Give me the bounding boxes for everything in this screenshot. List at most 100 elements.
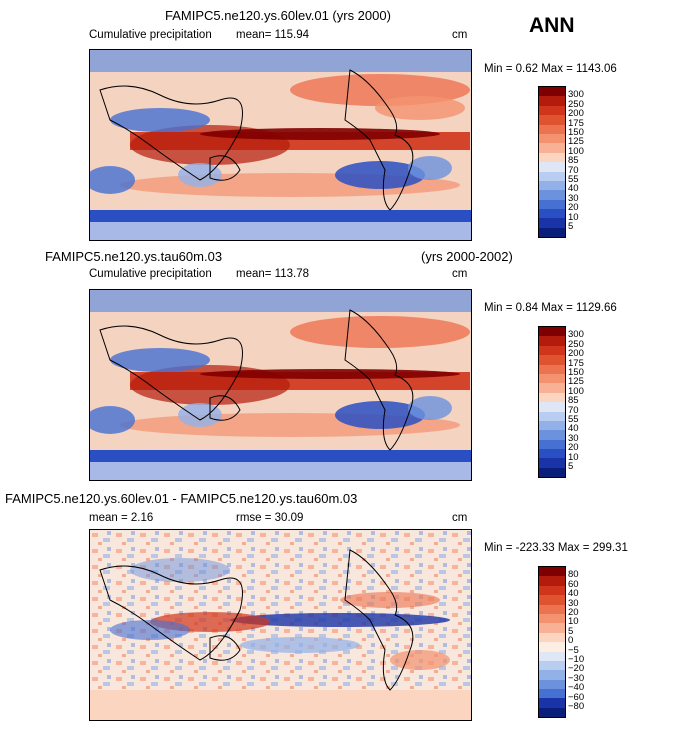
- colorbar-swatch: [539, 623, 565, 633]
- colorbar-swatch: [539, 449, 565, 459]
- colorbar-swatch: [539, 327, 565, 337]
- colorbar-tick-label: 150: [568, 127, 584, 138]
- colorbar-tick-label: 40: [568, 183, 579, 195]
- colorbar-tick-label: 10: [568, 616, 579, 628]
- colorbar-swatch: [539, 402, 565, 412]
- colorbar-swatch: [539, 698, 565, 708]
- panel1-map-svg: [90, 50, 471, 240]
- colorbar-swatch: [539, 373, 565, 384]
- colorbar-swatch: [539, 576, 565, 586]
- colorbar-swatch: [539, 439, 565, 450]
- colorbar-tick-label: −40: [568, 682, 585, 694]
- colorbar-swatch: [539, 567, 565, 577]
- colorbar-swatch: [539, 96, 565, 106]
- panel3-colorbar: [538, 566, 566, 719]
- colorbar-tick-label: 55: [568, 414, 579, 425]
- colorbar-swatch: [539, 689, 565, 699]
- colorbar-tick-label: 30: [568, 192, 579, 204]
- panel1-units: cm: [452, 29, 468, 41]
- colorbar-tick-label: 20: [568, 202, 579, 214]
- colorbar-tick-label: 175: [568, 357, 584, 369]
- colorbar-tick-label: 250: [568, 338, 584, 350]
- panel2-title: FAMIPC5.ne120.ys.tau60m.03: [45, 249, 223, 264]
- colorbar-swatch: [539, 430, 565, 440]
- panel3-mean: mean = 2.16: [89, 512, 154, 524]
- panel3-rmse: rmse = 30.09: [236, 512, 304, 524]
- colorbar-swatch: [539, 180, 565, 191]
- colorbar-swatch: [539, 345, 565, 356]
- colorbar-tick-label: 70: [568, 404, 579, 416]
- colorbar-swatch: [539, 642, 565, 652]
- colorbar-tick-label: 10: [568, 451, 579, 463]
- colorbar-swatch: [539, 707, 565, 718]
- colorbar-tick-label: −5: [568, 644, 579, 656]
- colorbar-tick-label: 300: [568, 329, 584, 341]
- colorbar-tick-label: −80: [568, 701, 585, 712]
- season-label: ANN: [529, 14, 575, 37]
- colorbar-swatch: [539, 355, 565, 365]
- colorbar-swatch: [539, 632, 565, 643]
- panel2-colorbar: [538, 326, 566, 479]
- colorbar-swatch: [539, 115, 565, 125]
- panel2-units: cm: [452, 268, 468, 280]
- colorbar-tick-label: 300: [568, 89, 584, 101]
- colorbar-tick-label: 20: [568, 607, 579, 618]
- colorbar-swatch: [539, 364, 565, 374]
- colorbar-swatch: [539, 613, 565, 624]
- colorbar-tick-label: 85: [568, 395, 579, 407]
- colorbar-swatch: [539, 595, 565, 605]
- colorbar-swatch: [539, 87, 565, 97]
- colorbar-swatch: [539, 383, 565, 393]
- panel2-mean: mean= 113.78: [236, 268, 309, 280]
- colorbar-tick-label: 10: [568, 211, 579, 223]
- panel1-subtitle: Cumulative precipitation: [89, 29, 212, 41]
- colorbar-swatch: [539, 660, 565, 671]
- panel3-units: cm: [452, 512, 468, 524]
- colorbar-swatch: [539, 392, 565, 403]
- colorbar-tick-label: 125: [568, 136, 584, 148]
- colorbar-swatch: [539, 411, 565, 421]
- colorbar-swatch: [539, 190, 565, 200]
- colorbar-tick-label: 125: [568, 376, 584, 388]
- panel1-minmax: Min = 0.62 Max = 1143.06: [484, 63, 617, 75]
- colorbar-tick-label: 30: [568, 597, 579, 609]
- colorbar-swatch: [539, 124, 565, 134]
- colorbar-tick-label: 150: [568, 367, 584, 378]
- colorbar-swatch: [539, 227, 565, 238]
- colorbar-swatch: [539, 199, 565, 210]
- colorbar-tick-label: 250: [568, 98, 584, 110]
- colorbar-tick-label: 85: [568, 155, 579, 167]
- colorbar-swatch: [539, 420, 565, 431]
- colorbar-swatch: [539, 336, 565, 346]
- colorbar-swatch: [539, 604, 565, 614]
- colorbar-tick-label: −60: [568, 691, 585, 703]
- colorbar-swatch: [539, 171, 565, 181]
- colorbar-tick-label: 5: [568, 461, 574, 472]
- panel1-title: FAMIPC5.ne120.ys.60lev.01 (yrs 2000): [165, 8, 391, 23]
- panel2-years: (yrs 2000-2002): [421, 249, 513, 264]
- panel3-map-svg: [90, 530, 471, 720]
- colorbar-swatch: [539, 218, 565, 228]
- colorbar-swatch: [539, 670, 565, 680]
- colorbar-swatch: [539, 105, 565, 116]
- colorbar-swatch: [539, 152, 565, 163]
- panel3-minmax: Min = -223.33 Max = 299.31: [484, 542, 628, 554]
- colorbar-swatch: [539, 458, 565, 468]
- colorbar-tick-label: 200: [568, 348, 584, 360]
- colorbar-tick-label: 0: [568, 635, 574, 647]
- panel2-subtitle: Cumulative precipitation: [89, 268, 212, 280]
- colorbar-swatch: [539, 143, 565, 153]
- colorbar-tick-label: −10: [568, 654, 585, 665]
- panel3-map: [89, 529, 472, 721]
- colorbar-tick-label: 20: [568, 442, 579, 454]
- panel2-minmax: Min = 0.84 Max = 1129.66: [484, 302, 617, 314]
- colorbar-tick-label: 60: [568, 578, 579, 590]
- colorbar-tick-label: 175: [568, 117, 584, 129]
- colorbar-tick-label: 100: [568, 385, 584, 397]
- colorbar-tick-label: 200: [568, 108, 584, 120]
- colorbar-tick-label: 70: [568, 164, 579, 176]
- colorbar-swatch: [539, 467, 565, 478]
- colorbar-swatch: [539, 651, 565, 661]
- colorbar-tick-label: 5: [568, 625, 574, 637]
- colorbar-tick-label: 40: [568, 588, 579, 600]
